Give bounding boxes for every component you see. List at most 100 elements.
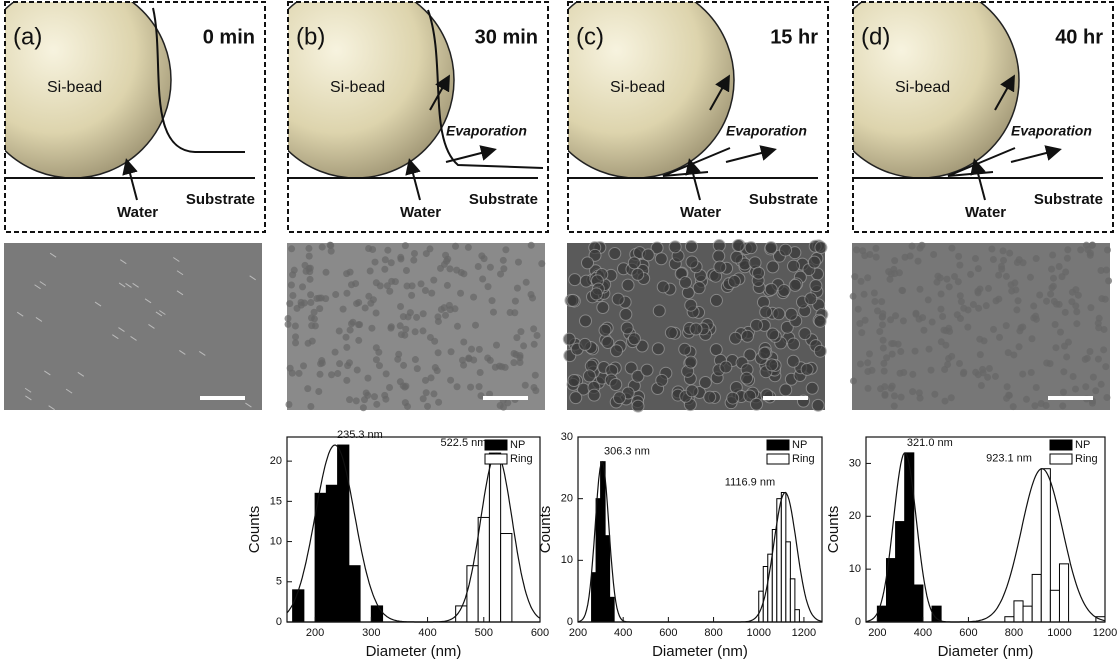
y-tick-label: 20: [849, 510, 861, 522]
bar: [500, 533, 513, 623]
sem-pore: [779, 383, 793, 397]
sem-pore: [1047, 290, 1055, 298]
sem-pore: [327, 247, 335, 255]
sem-pore: [888, 350, 896, 358]
sem-pore: [500, 265, 508, 273]
sem-pore: [434, 349, 442, 357]
sem-pore: [998, 262, 1006, 270]
bar: [348, 565, 361, 623]
sem-pore: [394, 355, 402, 363]
sem-speck: [125, 283, 132, 288]
sem-pore: [304, 339, 312, 347]
sem-pore: [516, 354, 524, 362]
sem-pore: [527, 290, 535, 298]
bar: [771, 529, 778, 623]
sem-pore: [891, 270, 899, 278]
sem-pore: [486, 390, 494, 398]
sem-pore: [999, 247, 1007, 255]
sem-pore: [502, 246, 510, 254]
sem-speck: [179, 350, 186, 355]
sem-pore: [460, 270, 468, 278]
sem-pore: [668, 240, 682, 254]
sem-pore: [527, 241, 535, 249]
sem-pore: [373, 400, 381, 408]
sem-pore: [474, 262, 482, 270]
sem-pore: [948, 352, 956, 360]
sem-pore: [918, 241, 926, 249]
sem-pore: [631, 369, 645, 383]
sem-pore: [864, 274, 872, 282]
sem-pore: [470, 356, 478, 364]
schematic-panel: Evaporation (d) 40 hr Si-bead Water Substrate: [852, 1, 1114, 233]
sem-pore: [914, 257, 922, 265]
sem-pore: [491, 363, 499, 371]
sem-pore: [531, 371, 539, 379]
evaporation-label: Evaporation: [1011, 123, 1092, 139]
sem-pore: [892, 312, 900, 320]
sem-pore: [924, 296, 932, 304]
sem-pore: [353, 366, 361, 374]
sem-pore: [305, 252, 313, 260]
sem-pore: [655, 373, 669, 387]
sem-pore: [397, 255, 405, 263]
sem-pore: [291, 322, 299, 330]
bar: [591, 572, 597, 623]
sem-pore: [516, 359, 524, 367]
sem-pore: [499, 256, 507, 264]
sem-pore: [361, 304, 369, 312]
sem-pore: [295, 369, 303, 377]
sem-pore: [520, 342, 528, 350]
sem-pore: [419, 395, 427, 403]
sem-pore: [530, 340, 538, 348]
sem-pore: [956, 360, 964, 368]
peak-label: 1116.9 nm: [725, 476, 775, 488]
sem-pore: [533, 331, 541, 339]
x-tick-label: 1200: [792, 627, 816, 639]
bar: [904, 452, 915, 623]
legend-label: NP: [792, 439, 807, 451]
sem-pore: [464, 243, 472, 251]
sem-pore: [1026, 273, 1034, 281]
bar: [609, 596, 615, 623]
sem-pore: [292, 333, 300, 341]
sem-pore: [787, 259, 801, 273]
sem-pore: [890, 392, 898, 400]
sem-pore: [1053, 300, 1061, 308]
evaporation-label: Evaporation: [726, 123, 807, 139]
sem-pore: [931, 390, 939, 398]
substrate-label: Substrate: [1034, 191, 1103, 208]
legend-label: NP: [1075, 439, 1090, 451]
sem-pore: [989, 256, 997, 264]
sem-pore: [971, 254, 979, 262]
sem-speck: [120, 259, 127, 265]
sem-speck: [77, 371, 85, 377]
x-tick-label: 200: [569, 627, 587, 639]
legend-swatch: [1049, 439, 1073, 451]
sem-pore: [726, 391, 740, 405]
sem-pore: [364, 391, 372, 399]
sem-pore: [937, 305, 945, 313]
sem-pore: [878, 298, 886, 306]
sem-pore: [532, 387, 540, 395]
sem-pore: [488, 297, 496, 305]
sem-pore: [951, 273, 959, 281]
x-tick-label: 1000: [1047, 627, 1071, 639]
sem-pore: [513, 284, 521, 292]
sem-pore: [976, 335, 984, 343]
x-axis-label: Diameter (nm): [938, 643, 1034, 660]
sem-pore: [1032, 315, 1040, 323]
sem-pore: [766, 260, 780, 274]
sem-pore: [387, 259, 395, 267]
bar: [1004, 616, 1015, 623]
y-tick-label: 10: [561, 554, 573, 566]
sem-pore: [749, 397, 763, 411]
sem-pore: [343, 289, 351, 297]
sem-pore: [864, 359, 872, 367]
sem-pore: [627, 256, 641, 270]
sem-pore: [510, 359, 518, 367]
y-tick-label: 0: [567, 616, 573, 628]
sem-pore: [421, 286, 429, 294]
schematic-panel: (a) 0 min Si-bead Water Substrate: [4, 1, 266, 233]
y-tick-label: 0: [855, 616, 861, 628]
sem-pore: [480, 255, 488, 263]
